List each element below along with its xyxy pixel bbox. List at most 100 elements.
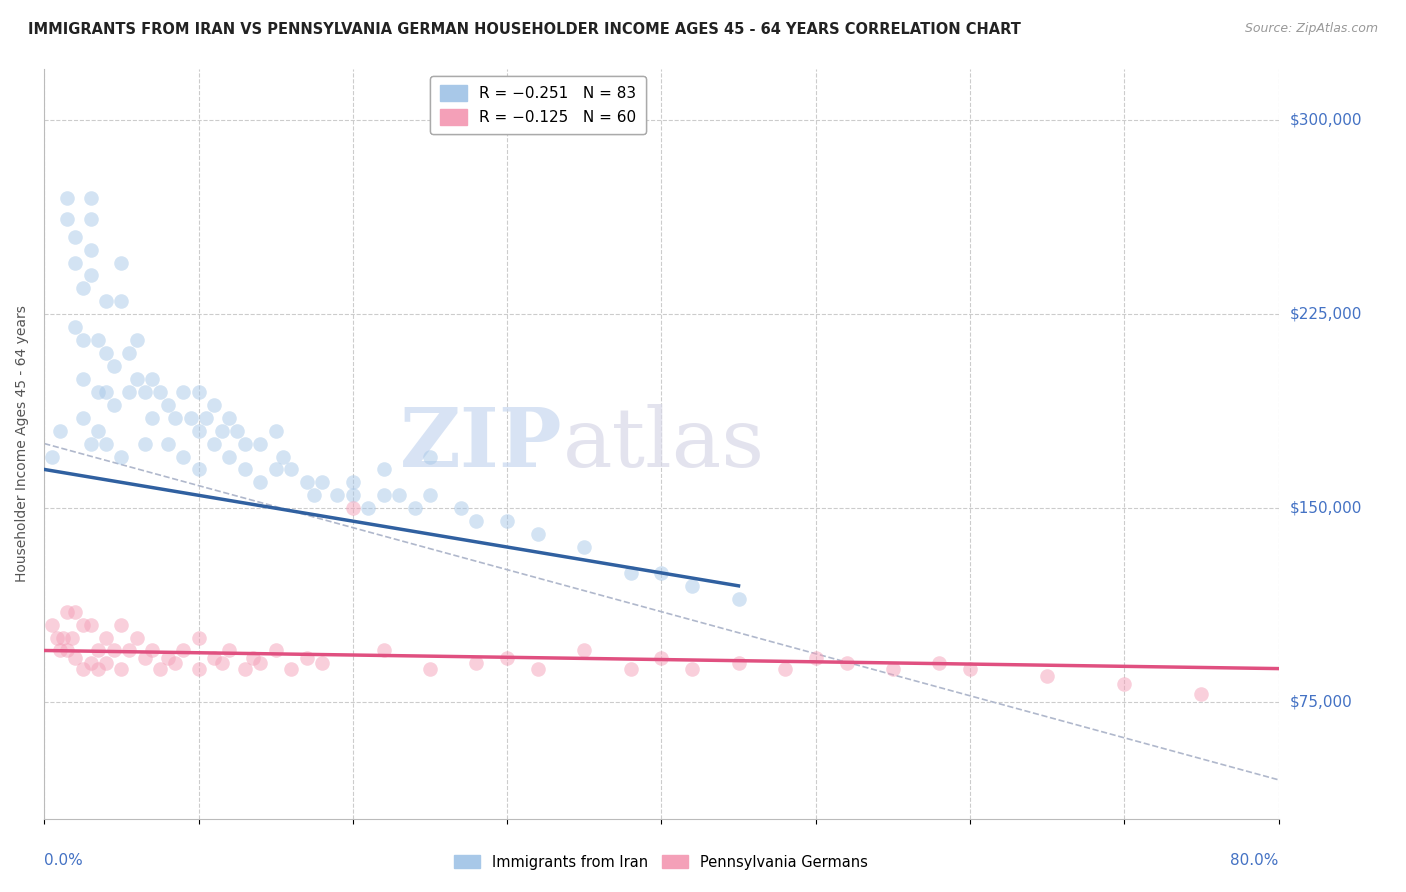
- Point: [928, 657, 950, 671]
- Point: [187, 662, 209, 676]
- Point: [527, 527, 550, 541]
- Point: [172, 450, 194, 464]
- Point: [773, 662, 796, 676]
- Point: [118, 384, 141, 399]
- Text: ZIP: ZIP: [401, 403, 562, 483]
- Point: [264, 643, 287, 657]
- Point: [63, 255, 86, 269]
- Point: [52, 631, 75, 645]
- Point: [103, 398, 125, 412]
- Point: [249, 657, 271, 671]
- Point: [404, 501, 426, 516]
- Point: [156, 436, 179, 450]
- Point: [41, 617, 63, 632]
- Point: [249, 436, 271, 450]
- Point: [103, 359, 125, 373]
- Point: [619, 662, 641, 676]
- Point: [681, 662, 703, 676]
- Point: [79, 243, 101, 257]
- Point: [264, 462, 287, 476]
- Point: [681, 579, 703, 593]
- Point: [79, 617, 101, 632]
- Point: [180, 410, 202, 425]
- Point: [134, 384, 156, 399]
- Point: [87, 643, 110, 657]
- Point: [304, 488, 326, 502]
- Point: [141, 643, 163, 657]
- Point: [496, 514, 519, 528]
- Point: [311, 475, 333, 490]
- Point: [465, 514, 488, 528]
- Point: [63, 651, 86, 665]
- Point: [187, 631, 209, 645]
- Point: [1189, 688, 1212, 702]
- Point: [419, 488, 441, 502]
- Point: [72, 281, 94, 295]
- Point: [326, 488, 349, 502]
- Point: [342, 488, 364, 502]
- Point: [187, 462, 209, 476]
- Point: [72, 410, 94, 425]
- Point: [419, 662, 441, 676]
- Point: [882, 662, 904, 676]
- Point: [118, 346, 141, 360]
- Point: [79, 268, 101, 283]
- Text: atlas: atlas: [562, 403, 765, 483]
- Point: [450, 501, 472, 516]
- Point: [419, 450, 441, 464]
- Point: [273, 450, 295, 464]
- Point: [342, 501, 364, 516]
- Point: [373, 643, 395, 657]
- Point: [63, 229, 86, 244]
- Point: [187, 384, 209, 399]
- Point: [295, 475, 318, 490]
- Point: [233, 462, 256, 476]
- Point: [79, 436, 101, 450]
- Point: [63, 320, 86, 334]
- Point: [1114, 677, 1136, 691]
- Point: [72, 617, 94, 632]
- Point: [218, 410, 240, 425]
- Text: 80.0%: 80.0%: [1230, 854, 1278, 868]
- Point: [465, 657, 488, 671]
- Text: $300,000: $300,000: [1289, 112, 1362, 128]
- Point: [45, 631, 67, 645]
- Point: [388, 488, 411, 502]
- Point: [195, 410, 218, 425]
- Point: [172, 643, 194, 657]
- Point: [125, 333, 148, 347]
- Text: $225,000: $225,000: [1289, 307, 1362, 322]
- Point: [202, 436, 225, 450]
- Point: [249, 475, 271, 490]
- Point: [94, 436, 117, 450]
- Point: [134, 436, 156, 450]
- Point: [1036, 669, 1059, 683]
- Point: [218, 643, 240, 657]
- Point: [94, 631, 117, 645]
- Point: [79, 657, 101, 671]
- Point: [87, 333, 110, 347]
- Point: [172, 384, 194, 399]
- Point: [125, 372, 148, 386]
- Point: [357, 501, 380, 516]
- Point: [280, 662, 302, 676]
- Point: [48, 643, 70, 657]
- Point: [125, 631, 148, 645]
- Point: [233, 662, 256, 676]
- Point: [56, 605, 79, 619]
- Point: [280, 462, 302, 476]
- Point: [79, 211, 101, 226]
- Point: [650, 566, 672, 580]
- Legend: Immigrants from Iran, Pennsylvania Germans: Immigrants from Iran, Pennsylvania Germa…: [447, 849, 875, 876]
- Point: [202, 651, 225, 665]
- Point: [373, 488, 395, 502]
- Point: [79, 191, 101, 205]
- Point: [56, 211, 79, 226]
- Point: [165, 657, 187, 671]
- Point: [187, 424, 209, 438]
- Point: [141, 372, 163, 386]
- Point: [56, 643, 79, 657]
- Point: [165, 410, 187, 425]
- Point: [56, 191, 79, 205]
- Text: $150,000: $150,000: [1289, 500, 1362, 516]
